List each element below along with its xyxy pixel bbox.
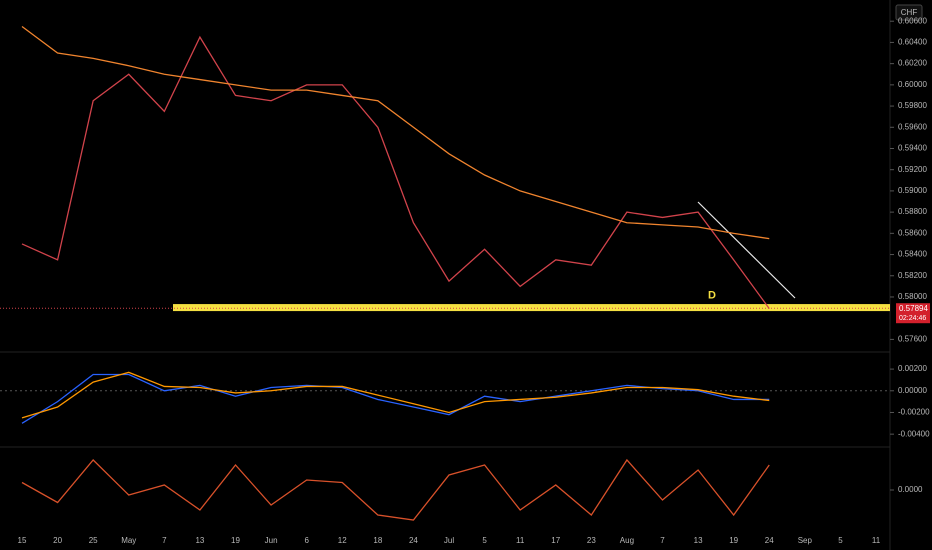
- x-tick-label: 23: [587, 536, 596, 545]
- y-tick-label: 0.58200: [898, 271, 927, 280]
- x-tick-label: Jul: [444, 536, 454, 545]
- x-tick-label: 19: [231, 536, 240, 545]
- x-tick-label: 6: [304, 536, 309, 545]
- x-tick-label: 15: [18, 536, 27, 545]
- y-tick-label: 0.58400: [898, 250, 927, 259]
- x-tick-label: 13: [195, 536, 204, 545]
- y-tick-label: 0.58000: [898, 292, 927, 301]
- x-tick-label: 24: [765, 536, 774, 545]
- x-tick-label: 7: [660, 536, 665, 545]
- y-tick-label: 0.59600: [898, 122, 927, 131]
- y-tick-label: 0.57600: [898, 335, 927, 344]
- countdown: 02:24:46: [899, 315, 926, 322]
- currency-box: [895, 4, 923, 21]
- x-tick-label: 17: [551, 536, 560, 545]
- support-band: [173, 304, 890, 312]
- x-tick-label: 11: [872, 536, 881, 545]
- series-line: [21, 35, 770, 310]
- x-tick-label: 5: [838, 536, 843, 545]
- currency-label: CHF: [901, 8, 918, 17]
- x-tick-label: 20: [53, 536, 62, 545]
- x-tick-label: Sep: [798, 536, 813, 545]
- y-tick-label: 0.58600: [898, 228, 927, 237]
- x-tick-label: May: [121, 536, 136, 545]
- series-line: [21, 25, 770, 240]
- y-tick-label: 0.59400: [898, 144, 927, 153]
- annotation: D: [708, 289, 716, 301]
- x-tick-label: 11: [516, 536, 525, 545]
- series-line: [21, 458, 770, 521]
- x-tick-label: Aug: [620, 536, 634, 545]
- y-tick-label: 0.59200: [898, 165, 927, 174]
- x-tick-label: 25: [89, 536, 98, 545]
- y-tick-label: 0.00000: [898, 386, 927, 395]
- y-tick-label: 0.59800: [898, 101, 927, 110]
- last-price-tag: [896, 303, 930, 324]
- x-tick-label: 7: [162, 536, 167, 545]
- y-tick-label: 0.00200: [898, 364, 927, 373]
- x-tick-label: 24: [409, 536, 418, 545]
- series-line: [21, 371, 770, 419]
- y-tick-label: 0.58800: [898, 207, 927, 216]
- y-tick-label: 0.60400: [898, 38, 927, 47]
- y-tick-label: 0.60600: [898, 16, 927, 25]
- x-tick-label: 19: [729, 536, 738, 545]
- trendline: [697, 201, 796, 299]
- y-tick-label: 0.60200: [898, 59, 927, 68]
- last-price-label: 0.57894: [899, 304, 928, 313]
- y-tick-label: 0.60000: [898, 80, 927, 89]
- x-tick-label: 12: [338, 536, 347, 545]
- x-tick-label: 13: [694, 536, 703, 545]
- y-tick-label: -0.00400: [898, 429, 930, 438]
- x-tick-label: Jun: [265, 536, 278, 545]
- x-tick-label: 18: [373, 536, 382, 545]
- y-tick-label: 0.59000: [898, 186, 927, 195]
- y-tick-label: 0.0000: [898, 485, 923, 494]
- x-tick-label: 5: [482, 536, 487, 545]
- y-tick-label: -0.00200: [898, 408, 930, 417]
